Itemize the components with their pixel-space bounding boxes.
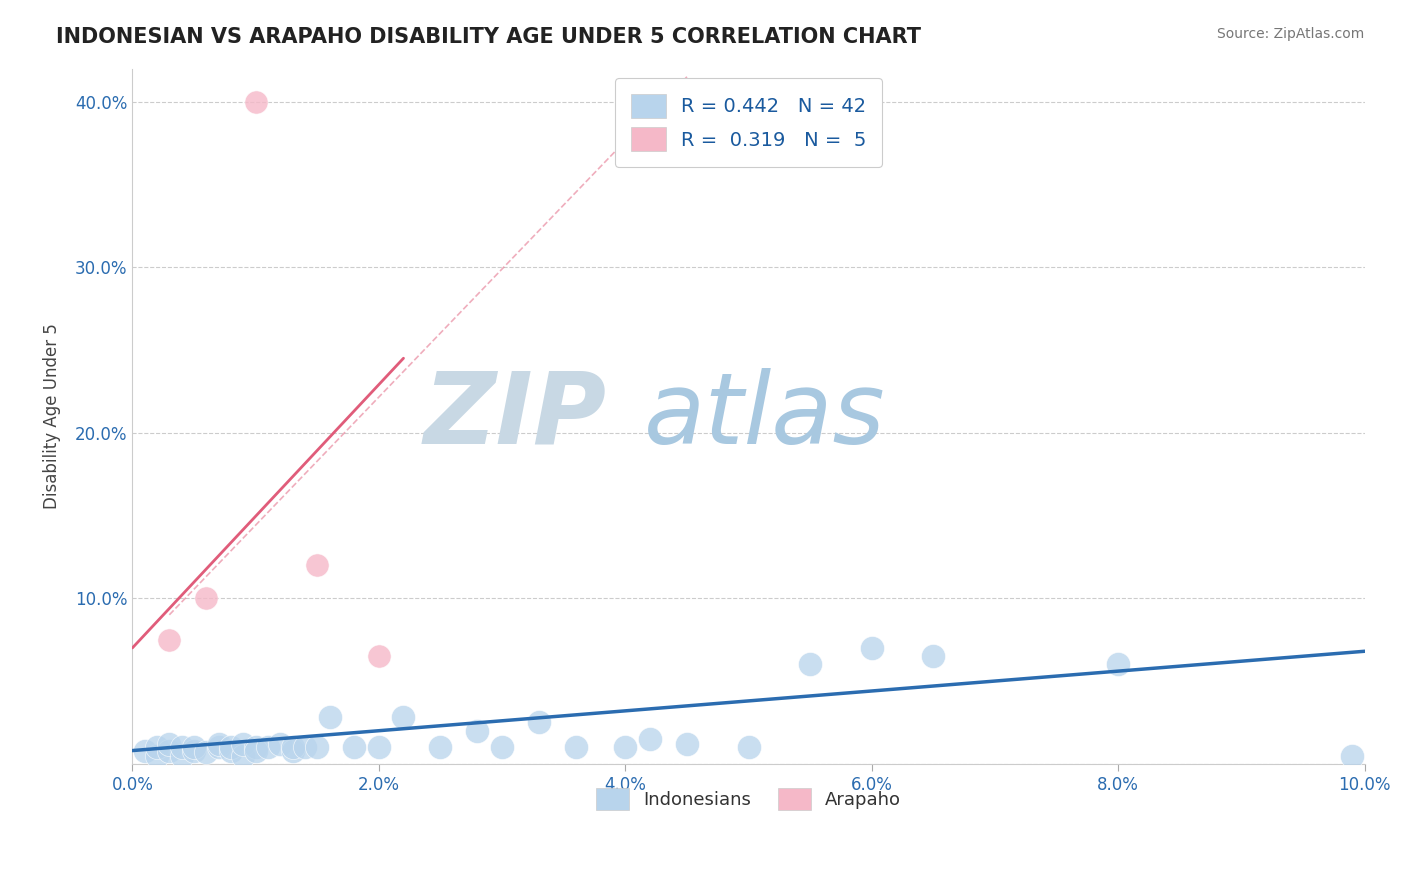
Point xyxy=(232,748,254,763)
Point xyxy=(343,740,366,755)
Point xyxy=(281,740,304,755)
Point xyxy=(281,743,304,757)
Point xyxy=(195,745,218,759)
Point xyxy=(367,740,389,755)
Y-axis label: Disability Age Under 5: Disability Age Under 5 xyxy=(44,323,60,509)
Point xyxy=(134,743,156,757)
Point xyxy=(245,740,267,755)
Point xyxy=(367,649,389,664)
Point xyxy=(614,740,637,755)
Point xyxy=(146,748,169,763)
Point xyxy=(170,748,193,763)
Point xyxy=(318,710,340,724)
Text: Source: ZipAtlas.com: Source: ZipAtlas.com xyxy=(1216,27,1364,41)
Point xyxy=(860,640,883,655)
Point xyxy=(307,558,329,573)
Point xyxy=(170,740,193,755)
Point xyxy=(157,737,180,751)
Point xyxy=(307,740,329,755)
Point xyxy=(527,715,550,730)
Point xyxy=(183,743,205,757)
Legend: Indonesians, Arapaho: Indonesians, Arapaho xyxy=(582,773,915,824)
Text: atlas: atlas xyxy=(644,368,886,465)
Point xyxy=(491,740,513,755)
Point xyxy=(208,740,231,755)
Point xyxy=(638,731,661,746)
Point xyxy=(565,740,588,755)
Point xyxy=(219,743,242,757)
Point xyxy=(429,740,451,755)
Point xyxy=(157,632,180,647)
Point xyxy=(1107,657,1129,672)
Point xyxy=(232,737,254,751)
Point xyxy=(294,740,316,755)
Point xyxy=(467,723,489,738)
Point xyxy=(245,95,267,109)
Point xyxy=(676,737,699,751)
Point xyxy=(1341,748,1364,763)
Point xyxy=(799,657,821,672)
Point xyxy=(257,740,280,755)
Point xyxy=(219,740,242,755)
Point xyxy=(146,740,169,755)
Text: INDONESIAN VS ARAPAHO DISABILITY AGE UNDER 5 CORRELATION CHART: INDONESIAN VS ARAPAHO DISABILITY AGE UND… xyxy=(56,27,921,46)
Point xyxy=(737,740,759,755)
Point xyxy=(922,649,945,664)
Point xyxy=(195,591,218,606)
Point xyxy=(392,710,415,724)
Point xyxy=(245,743,267,757)
Text: ZIP: ZIP xyxy=(423,368,607,465)
Point xyxy=(157,743,180,757)
Point xyxy=(183,740,205,755)
Point xyxy=(269,737,291,751)
Point xyxy=(208,737,231,751)
